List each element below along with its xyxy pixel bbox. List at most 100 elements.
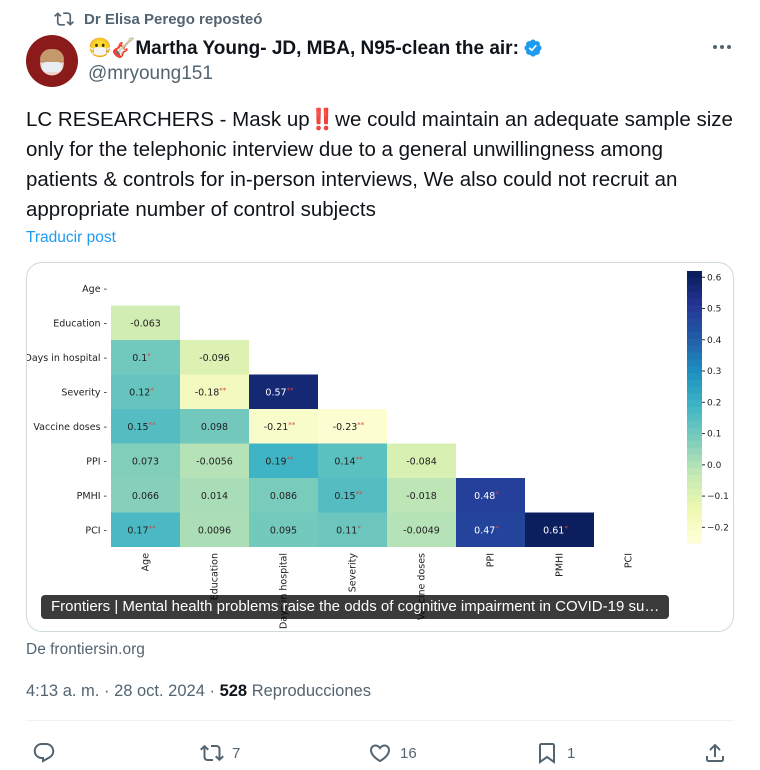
author-name-row[interactable]: 😷🎸Martha Young- JD, MBA, N95-clean the a… [88, 36, 543, 60]
column-label: Education [210, 553, 221, 600]
repost-indicator[interactable]: Dr Elisa Perego reposteó [54, 9, 262, 29]
colorbar-segment [687, 481, 702, 490]
heart-icon [369, 744, 391, 763]
colorbar-tick-label: −0.1 [707, 492, 729, 502]
heatmap-cell [249, 478, 318, 513]
cell-value-label: 0.12* [129, 386, 154, 398]
colorbar-segment [687, 393, 702, 401]
row-label: Age - [82, 284, 107, 295]
colorbar-segment [687, 400, 702, 408]
heatmap-cell [456, 478, 525, 513]
correlation-heatmap: Age - Education - Days in hospital - Severi… [27, 271, 729, 629]
author-name[interactable]: 😷🎸Martha Young- JD, MBA, N95-clean the a… [88, 38, 519, 59]
cell-value-label: 0.11* [336, 524, 361, 536]
colorbar-segment [687, 339, 702, 347]
share-button[interactable] [703, 740, 727, 766]
heatmap-cell [249, 443, 318, 478]
author-handle[interactable]: @mryoung151 [88, 63, 213, 84]
colorbar-segment [687, 441, 702, 449]
heatmap-cell [318, 512, 387, 547]
heatmap-cell [180, 409, 249, 444]
column-label: PPI [486, 553, 497, 567]
heatmap-cell [525, 512, 594, 547]
cell-value-label: -0.063 [130, 318, 161, 329]
column-label: Age [141, 553, 152, 572]
column-label: Days in hospital [279, 553, 290, 629]
colorbar-segment [687, 475, 702, 483]
author-avatar[interactable] [26, 35, 78, 87]
heatmap-cell [111, 374, 180, 409]
cell-value-label: -0.18** [195, 386, 227, 398]
tweet-meta: 4:13 a. m. · 28 oct. 2024 · 528 Reproduc… [26, 682, 371, 700]
colorbar-segment [687, 298, 702, 306]
translate-link[interactable]: Traducir post [26, 229, 116, 246]
bookmark-button[interactable]: 1 [535, 740, 575, 766]
row-label: Days in hospital - [27, 353, 107, 364]
card-source[interactable]: De frontiersin.org [26, 641, 145, 658]
colorbar-segment [687, 379, 702, 388]
like-button[interactable]: 16 [368, 740, 417, 766]
more-options-button[interactable] [710, 37, 734, 57]
cell-value-label: 0.0096 [198, 525, 231, 536]
colorbar-segment [687, 352, 702, 360]
heatmap-cell [387, 512, 456, 547]
row-label: Vaccine doses - [33, 422, 107, 433]
cell-value-label: 0.098 [201, 422, 228, 433]
heatmap-cell [249, 409, 318, 444]
heatmap-cell [111, 409, 180, 444]
heatmap-cell [180, 340, 249, 375]
cell-value-label: 0.48* [474, 490, 499, 502]
views-label: Reproducciones [251, 682, 371, 700]
colorbar-segment [687, 502, 702, 510]
colorbar-segment [687, 366, 702, 374]
colorbar-segment [687, 461, 702, 469]
colorbar-segment [687, 413, 702, 422]
colorbar-segment [687, 509, 702, 517]
repost-button[interactable]: 7 [200, 740, 240, 766]
heatmap-cell [249, 374, 318, 409]
colorbar-segment [687, 291, 702, 299]
colorbar-segment [687, 305, 702, 313]
colorbar-segment [687, 515, 702, 524]
heatmap-cell [180, 512, 249, 547]
tweet-time[interactable]: 4:13 a. m. [26, 682, 100, 700]
more-dot-icon [713, 45, 717, 49]
colorbar-tick-label: 0.5 [707, 305, 721, 315]
reply-button[interactable] [32, 740, 64, 766]
cell-value-label: -0.23** [333, 421, 365, 433]
colorbar-segment [687, 277, 702, 286]
cell-value-label: -0.018 [406, 491, 437, 502]
colorbar-segment [687, 454, 702, 462]
column-label: PCI [624, 553, 635, 568]
cell-value-label: 0.61* [543, 524, 568, 536]
heatmap-cell [111, 443, 180, 478]
cell-value-label: 0.014 [201, 491, 228, 502]
column-label: Severity [348, 553, 359, 593]
cell-value-label: 0.1* [132, 352, 151, 364]
cell-value-label: 0.47* [474, 524, 499, 536]
link-card[interactable]: Age - Education - Days in hospital - Severi… [26, 262, 734, 632]
row-label: PPI - [86, 456, 107, 467]
colorbar-segment [687, 373, 702, 381]
bookmark-icon [539, 743, 555, 764]
colorbar-segment [687, 427, 702, 435]
colorbar-tick-label: −0.2 [707, 523, 729, 533]
colorbar-segment [687, 447, 702, 456]
row-label: PMHI - [77, 491, 107, 502]
heatmap-cell [180, 374, 249, 409]
colorbar-segment [687, 271, 702, 279]
cell-value-label: -0.0049 [403, 525, 440, 536]
tweet-date[interactable]: 28 oct. 2024 [114, 682, 205, 700]
colorbar-segment [687, 345, 702, 354]
column-label: Vaccine doses [417, 553, 428, 620]
cell-value-label: -0.21** [264, 421, 296, 433]
cell-value-label: 0.073 [132, 456, 159, 467]
colorbar-segment [687, 495, 702, 503]
heatmap-cell [318, 478, 387, 513]
heatmap-cell [111, 305, 180, 340]
cell-value-label: -0.096 [199, 353, 230, 364]
colorbar-segment [687, 284, 702, 292]
colorbar-segment [687, 529, 702, 537]
share-icon [706, 743, 724, 762]
colorbar-segment [687, 332, 702, 340]
